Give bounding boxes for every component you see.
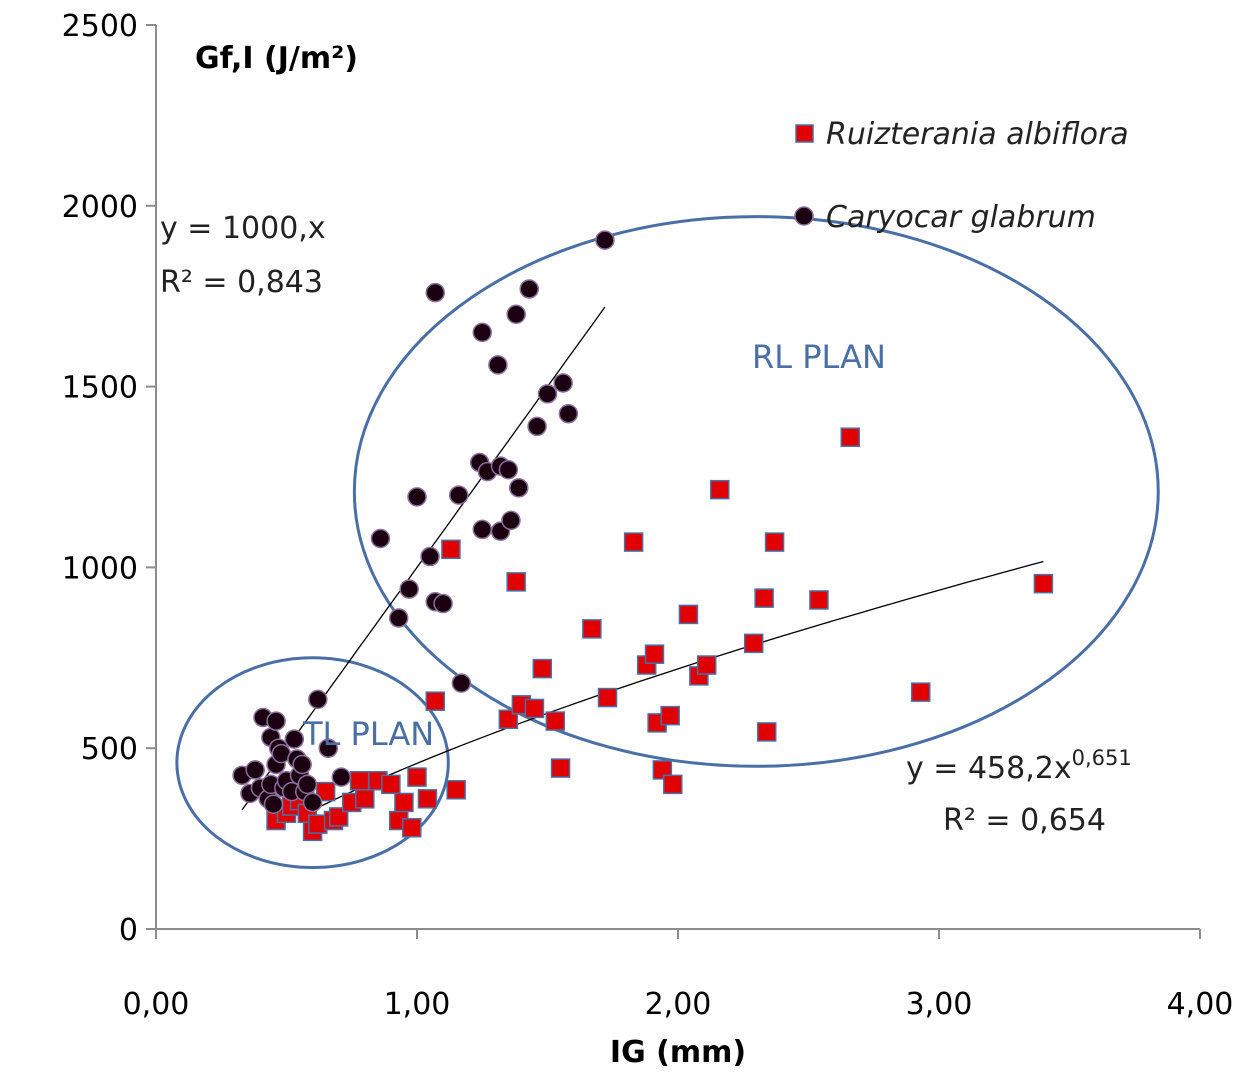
caryocar-point (502, 511, 520, 529)
ruizterania-point (755, 589, 773, 607)
y-tick-label: 500 (81, 732, 138, 767)
ruizterania-point (599, 689, 617, 707)
ruizterania-point (583, 620, 601, 638)
trend-r2-ruizterania: R² = 0,654 (943, 803, 1106, 838)
caryocar-point (473, 323, 491, 341)
legend-label-ruizterania: Ruizterania albiflora (826, 117, 1129, 152)
ruizterania-point (382, 775, 400, 793)
ruizterania-point (442, 540, 460, 558)
legend-marker-caryocar (795, 207, 813, 225)
y-tick-label: 1000 (62, 551, 138, 586)
caryocar-point (510, 479, 528, 497)
ruizterania-point (525, 699, 543, 717)
ruizterania-point (810, 591, 828, 609)
y-tick-label: 1500 (62, 371, 138, 406)
caryocar-point (264, 795, 282, 813)
x-tick-label: 4,00 (1167, 987, 1234, 1022)
ruizterania-point (625, 533, 643, 551)
ruizterania-point (758, 723, 776, 741)
x-axis-label: IG (mm) (610, 1035, 746, 1070)
ruizterania-point (912, 683, 930, 701)
caryocar-point (596, 231, 614, 249)
legend-label-caryocar: Caryocar glabrum (826, 200, 1096, 235)
caryocar-point (309, 690, 327, 708)
trend-formula-ruizterania-base: y = 458,2x (906, 751, 1072, 786)
trend-r2-caryocar: R² = 0,843 (160, 265, 323, 300)
ruizterania-point (698, 656, 716, 674)
caryocar-point (267, 712, 285, 730)
caryocar-point (246, 761, 264, 779)
caryocar-point (507, 305, 525, 323)
axis-ticks: 0,00 1,00 2,00 3,00 4,00 0 500 1000 1500 2000 2500 (62, 9, 1234, 1022)
ruizterania-point (661, 707, 679, 725)
ruizterania-point (711, 481, 729, 499)
x-tick-label: 0,00 (123, 987, 190, 1022)
ruizterania-point (507, 573, 525, 591)
tl-plan-label: TL PLAN (302, 715, 434, 753)
caryocar-point (408, 488, 426, 506)
x-tick-label: 1,00 (384, 987, 451, 1022)
caryocar-point (520, 280, 538, 298)
caryocar-point (499, 461, 517, 479)
ruizterania-point (447, 781, 465, 799)
caryocar-point (390, 609, 408, 627)
trend-formula-ruizterania: y = 458,2x0,651 (906, 746, 1132, 786)
rl-plan-ellipse (354, 217, 1158, 767)
caryocar-point (304, 793, 322, 811)
x-tick-label: 3,00 (906, 987, 973, 1022)
caryocar-point (489, 356, 507, 374)
caryocar-point (450, 486, 468, 504)
legend: Ruizterania albiflora Caryocar glabrum (795, 117, 1129, 235)
y-tick-label: 0 (119, 913, 138, 948)
ruizterania-point (533, 660, 551, 678)
ruizterania-point (426, 692, 444, 710)
ruizterania-point (351, 772, 369, 790)
caryocar-point (473, 520, 491, 538)
legend-marker-ruizterania (796, 125, 813, 142)
caryocar-point (332, 768, 350, 786)
caryocar-point (421, 548, 439, 566)
ruizterania-point (766, 533, 784, 551)
caryocar-point (426, 284, 444, 302)
ruizterania-point (403, 819, 421, 837)
caryocar-point (400, 580, 418, 598)
caryocar-point (298, 775, 316, 793)
trend-formula-ruizterania-exponent: 0,651 (1072, 746, 1132, 770)
ruizterania-point (418, 790, 436, 808)
caryocar-point (554, 374, 572, 392)
ruizterania-point (395, 793, 413, 811)
chart-title: Gf,I (J/m²) (195, 41, 358, 76)
caryocar-point (452, 674, 470, 692)
ruizterania-point (745, 634, 763, 652)
rl-plan-label: RL PLAN (752, 338, 886, 376)
x-tick-label: 2,00 (645, 987, 712, 1022)
ruizterania-point (679, 605, 697, 623)
ruizterania-point (841, 428, 859, 446)
caryocar-point (559, 405, 577, 423)
ruizterania-point (356, 790, 374, 808)
caryocar-point (539, 385, 557, 403)
ruizterania-point (546, 712, 564, 730)
caryocar-point (285, 730, 303, 748)
caryocar-point (528, 417, 546, 435)
caryocar-point (293, 755, 311, 773)
ruizterania-point (1034, 575, 1052, 593)
ruizterania-point (408, 768, 426, 786)
trend-formula-caryocar: y = 1000,x (160, 211, 326, 246)
caryocar-point (371, 529, 389, 547)
ruizterania-point (646, 645, 664, 663)
y-tick-label: 2000 (62, 190, 138, 225)
ruizterania-point (552, 759, 570, 777)
caryocar-point (434, 595, 452, 613)
ruizterania-point (664, 775, 682, 793)
y-tick-label: 2500 (62, 9, 138, 44)
